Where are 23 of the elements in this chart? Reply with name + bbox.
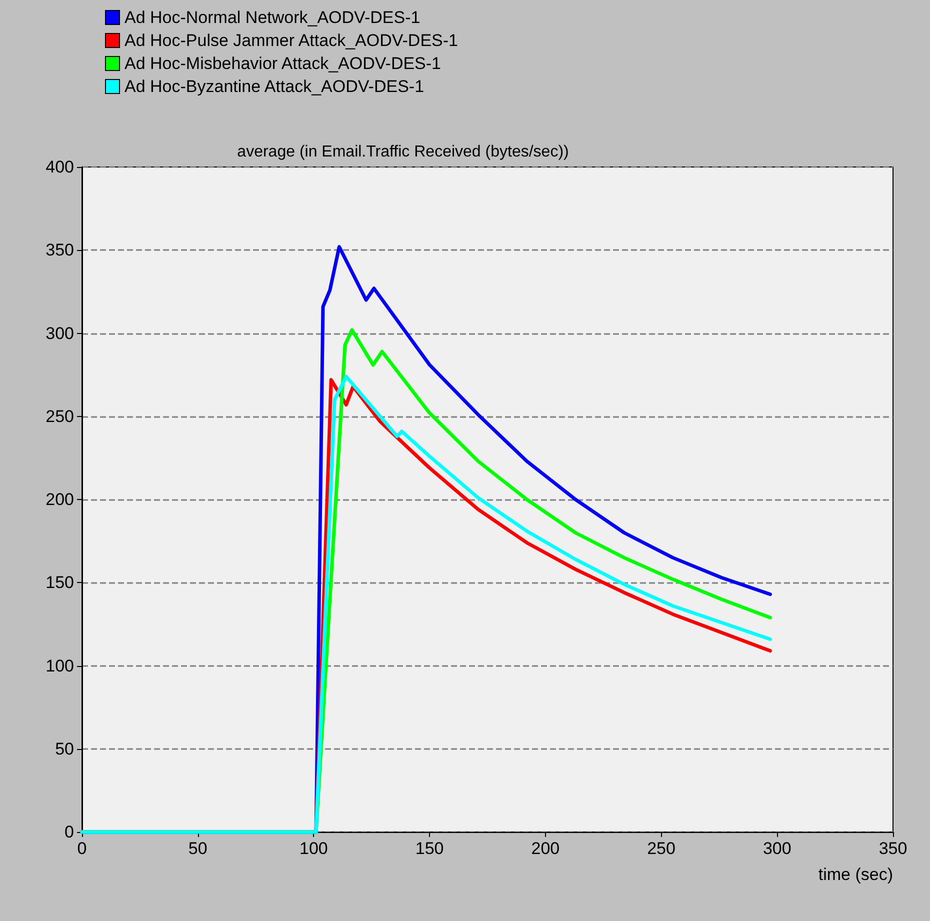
y-tick-label: 0	[64, 822, 74, 842]
y-tick-label: 250	[46, 406, 74, 426]
y-tick-label: 350	[46, 240, 74, 260]
x-tick-label: 300	[762, 839, 792, 858]
legend-label: Ad Hoc-Misbehavior Attack_AODV-DES-1	[124, 54, 442, 73]
x-tick-label: 350	[878, 839, 908, 858]
x-tick-label: 100	[300, 839, 328, 858]
x-tick-label: 0	[77, 839, 87, 858]
x-tick-label: 50	[188, 839, 208, 858]
x-tick-label: 150	[415, 839, 444, 858]
legend-label: Ad Hoc-Pulse Jammer Attack_AODV-DES-1	[124, 31, 458, 50]
x-axis-title: time (sec)	[818, 865, 893, 884]
y-tick-label: 300	[46, 324, 74, 343]
y-tick-label: 150	[46, 573, 74, 592]
legend-label: Ad Hoc-Byzantine Attack_AODV-DES-1	[124, 77, 424, 96]
y-tick-label: 100	[46, 656, 74, 676]
legend-label: Ad Hoc-Normal Network_AODV-DES-1	[124, 8, 420, 27]
y-tick-label: 200	[46, 490, 74, 509]
x-tick-label: 250	[647, 839, 676, 858]
y-tick-label: 400	[46, 158, 74, 176]
y-tick-label: 50	[55, 739, 74, 758]
x-tick-label: 200	[531, 839, 560, 858]
chart-title: average (in Email.Traffic Received (bytes/sec))	[237, 144, 569, 160]
